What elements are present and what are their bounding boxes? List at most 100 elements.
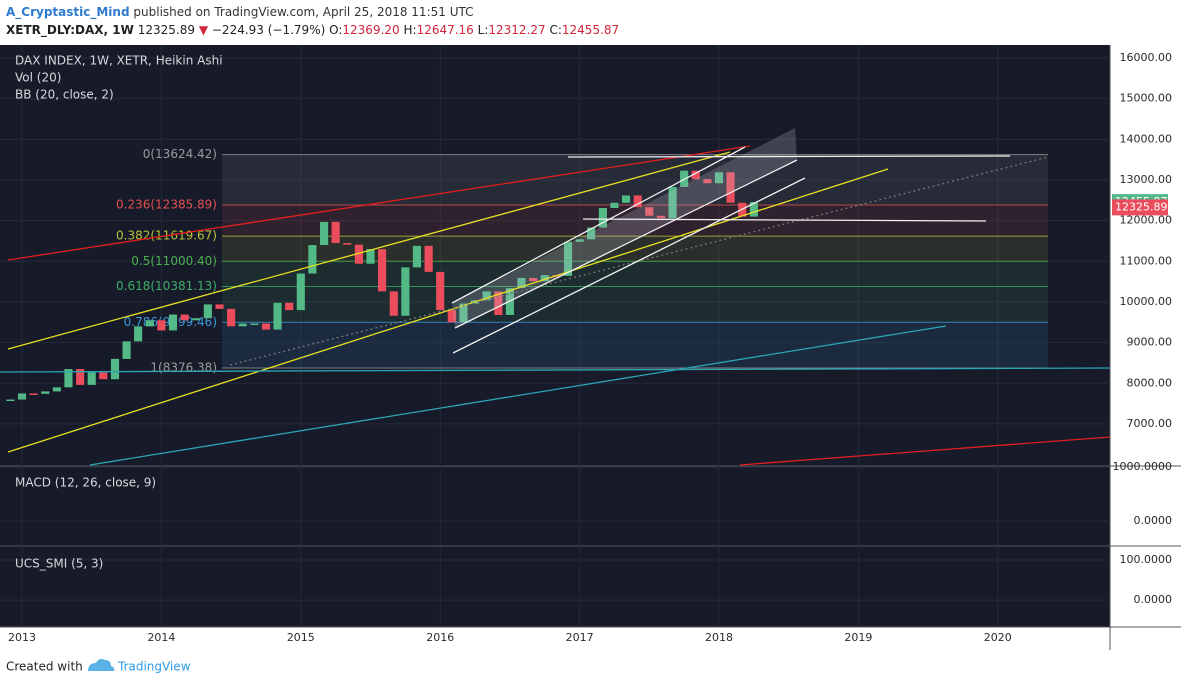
trend-line [89,325,947,466]
price-label: 12325.89 [1115,200,1168,213]
candle [52,387,61,392]
candle [227,308,236,327]
h: 12647.16 [417,23,474,37]
candle [41,391,50,394]
candle [656,215,665,219]
y-tick-label: 9000.00 [1127,336,1173,349]
study-label: BB (20, close, 2) [15,88,114,102]
candle [610,202,619,209]
trend-line [229,156,1049,366]
candle [168,314,178,331]
pane-title: MACD (12, 26, close, 9) [15,476,156,490]
y-tick-label: 7000.00 [1127,417,1173,430]
candle [389,291,398,316]
channel-fill [452,128,797,328]
h-label: H: [403,23,416,37]
candle [459,303,468,323]
l: 12312.27 [488,23,545,37]
plot-background [0,45,1110,627]
candle [261,323,271,330]
c-label: C: [549,23,561,37]
candle [354,244,364,264]
candle [714,172,724,184]
trend-line [7,168,889,453]
trend-line [0,367,1111,373]
c: 12455.87 [562,23,619,37]
candle [563,241,573,276]
drawings [0,128,1111,466]
x-tick-label: 2018 [705,631,733,644]
footer-brand[interactable]: TradingView [117,660,191,674]
x-tick-label: 2017 [566,631,594,644]
candle [203,304,212,319]
trend-line [739,436,1111,466]
footer-text: Created with [6,660,83,674]
fib-label: 0.5(11000.40) [131,254,217,268]
candle [215,304,224,309]
candle [99,372,108,380]
price-axis [1110,45,1181,627]
header-line: A_Cryptastic_Mind published on TradingVi… [6,5,474,20]
fib-zone [222,286,1048,323]
candle [17,393,27,400]
candle [587,227,596,240]
candle [122,341,131,359]
fib-label: 1(8376.38) [150,360,217,374]
author[interactable]: A_Cryptastic_Mind [6,5,130,20]
pane-title: UCS_SMI (5, 3) [15,557,103,571]
candle [598,208,607,228]
footer-background [0,650,1181,684]
published: published on TradingView.com, April 25, … [133,5,473,19]
candle [250,323,259,326]
candle [273,302,282,330]
trend-line [7,145,751,261]
y-tick-label: 10000.00 [1120,295,1173,308]
candle [621,195,631,203]
candle [180,314,189,321]
arrow: ▼ [199,23,209,37]
candle [517,277,526,289]
trend-line [567,155,1011,158]
candle [575,239,584,242]
candle [645,207,654,216]
y-tick-label: 0.0000 [1134,514,1173,527]
fib-zone [222,322,1048,368]
chart-title: DAX INDEX, 1W, XETR, Heikin Ashi [15,54,223,68]
y-tick-label: 12000.00 [1120,214,1173,227]
candle [157,320,166,331]
candle [540,275,549,282]
candle [343,243,352,245]
candle [366,249,375,264]
y-tick-label: 1000.0000 [1113,460,1173,473]
plot: 7000.00 8000.00 9000.00 10000.00 11000.00 120… [0,45,1172,644]
x-tick-label: 2016 [426,631,454,644]
last: 12325.89 [138,23,195,37]
symbol: XETR_DLY:DAX, 1W [6,23,134,38]
fib-label: 0.236(12385.89) [116,197,217,211]
fib-zone [222,261,1048,287]
channel-line [452,177,806,354]
candle [529,277,538,282]
candle [703,179,712,184]
logo[interactable] [88,659,115,671]
candle [726,172,735,203]
candle [691,170,700,180]
price-label-box [1112,199,1168,216]
candle [494,291,503,315]
study-label: Vol (20) [15,71,61,85]
candle [308,245,317,274]
y-tick-label: 13000.00 [1120,173,1173,186]
o-label: O: [329,23,342,37]
symbol-line: XETR_DLY:DAX, 1W 12325.89 ▼ −224.93 (−1.… [6,23,619,38]
candle [749,202,758,217]
candle [76,369,85,385]
candle [285,302,294,311]
channel-line [451,146,746,304]
y-tick-label: 11000.00 [1120,254,1173,267]
y-tick-label: 16000.00 [1120,51,1173,64]
candle [436,271,445,311]
candle [424,245,433,272]
o: 12369.20 [342,23,399,37]
